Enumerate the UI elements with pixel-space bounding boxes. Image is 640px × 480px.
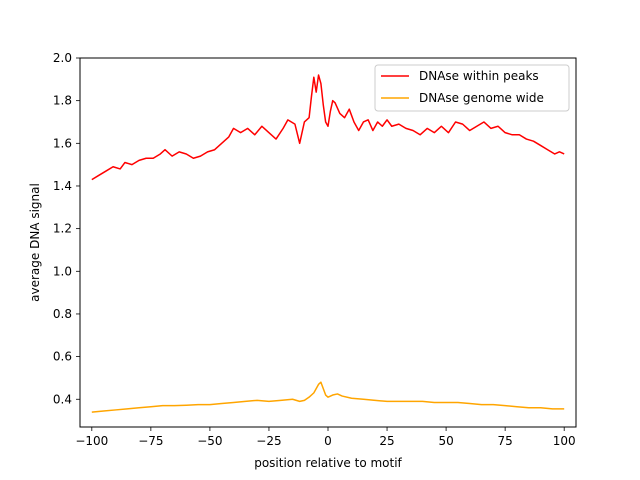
x-tick-label: 50 bbox=[438, 434, 453, 448]
x-tick-label: 75 bbox=[498, 434, 513, 448]
y-tick-label: 0.8 bbox=[53, 307, 72, 321]
plot-lines bbox=[91, 74, 565, 413]
x-tick-label: 100 bbox=[553, 434, 576, 448]
x-tick-label: −50 bbox=[197, 434, 222, 448]
y-axis-label: average DNA signal bbox=[28, 183, 42, 302]
series-line-dnase-genome-wide bbox=[91, 381, 565, 413]
x-tick-label: −100 bbox=[75, 434, 108, 448]
y-tick-label: 1.8 bbox=[53, 94, 72, 108]
y-tick-label: 1.6 bbox=[53, 136, 72, 150]
legend-box bbox=[374, 64, 570, 112]
y-tick-label: 1.0 bbox=[53, 264, 72, 278]
x-tick-label: −25 bbox=[256, 434, 281, 448]
x-tick-label: −75 bbox=[138, 434, 163, 448]
x-tick-label: 25 bbox=[379, 434, 394, 448]
y-tick-label: 1.2 bbox=[53, 222, 72, 236]
x-axis-label: position relative to motif bbox=[254, 456, 402, 470]
legend-label-dnase-genome-wide: DNAse genome wide bbox=[419, 91, 544, 105]
y-tick-label: 0.4 bbox=[53, 392, 72, 406]
legend: DNAse within peaks DNAse genome wide bbox=[374, 64, 570, 112]
y-tick-label: 2.0 bbox=[53, 51, 72, 65]
y-axis: 0.4 0.6 0.8 1.0 1.2 1.4 1.6 1.8 2.0 bbox=[53, 51, 80, 406]
series-line-dnase-within-peaks bbox=[91, 74, 565, 181]
x-tick-label: 0 bbox=[324, 434, 332, 448]
legend-label-dnase-within-peaks: DNAse within peaks bbox=[419, 69, 539, 83]
x-axis: −100 −75 −50 −25 0 25 50 75 100 bbox=[75, 427, 576, 448]
y-tick-label: 1.4 bbox=[53, 179, 72, 193]
y-tick-label: 0.6 bbox=[53, 350, 72, 364]
